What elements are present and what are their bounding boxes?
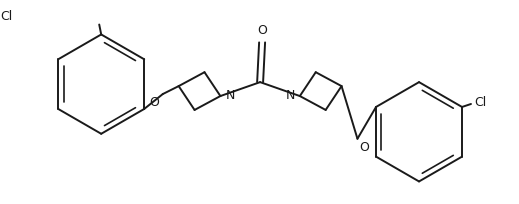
Text: N: N	[285, 89, 295, 102]
Text: O: O	[149, 96, 159, 109]
Text: O: O	[360, 141, 370, 154]
Text: O: O	[257, 24, 267, 38]
Text: Cl: Cl	[0, 10, 12, 23]
Text: N: N	[225, 89, 235, 102]
Text: Cl: Cl	[474, 96, 486, 110]
